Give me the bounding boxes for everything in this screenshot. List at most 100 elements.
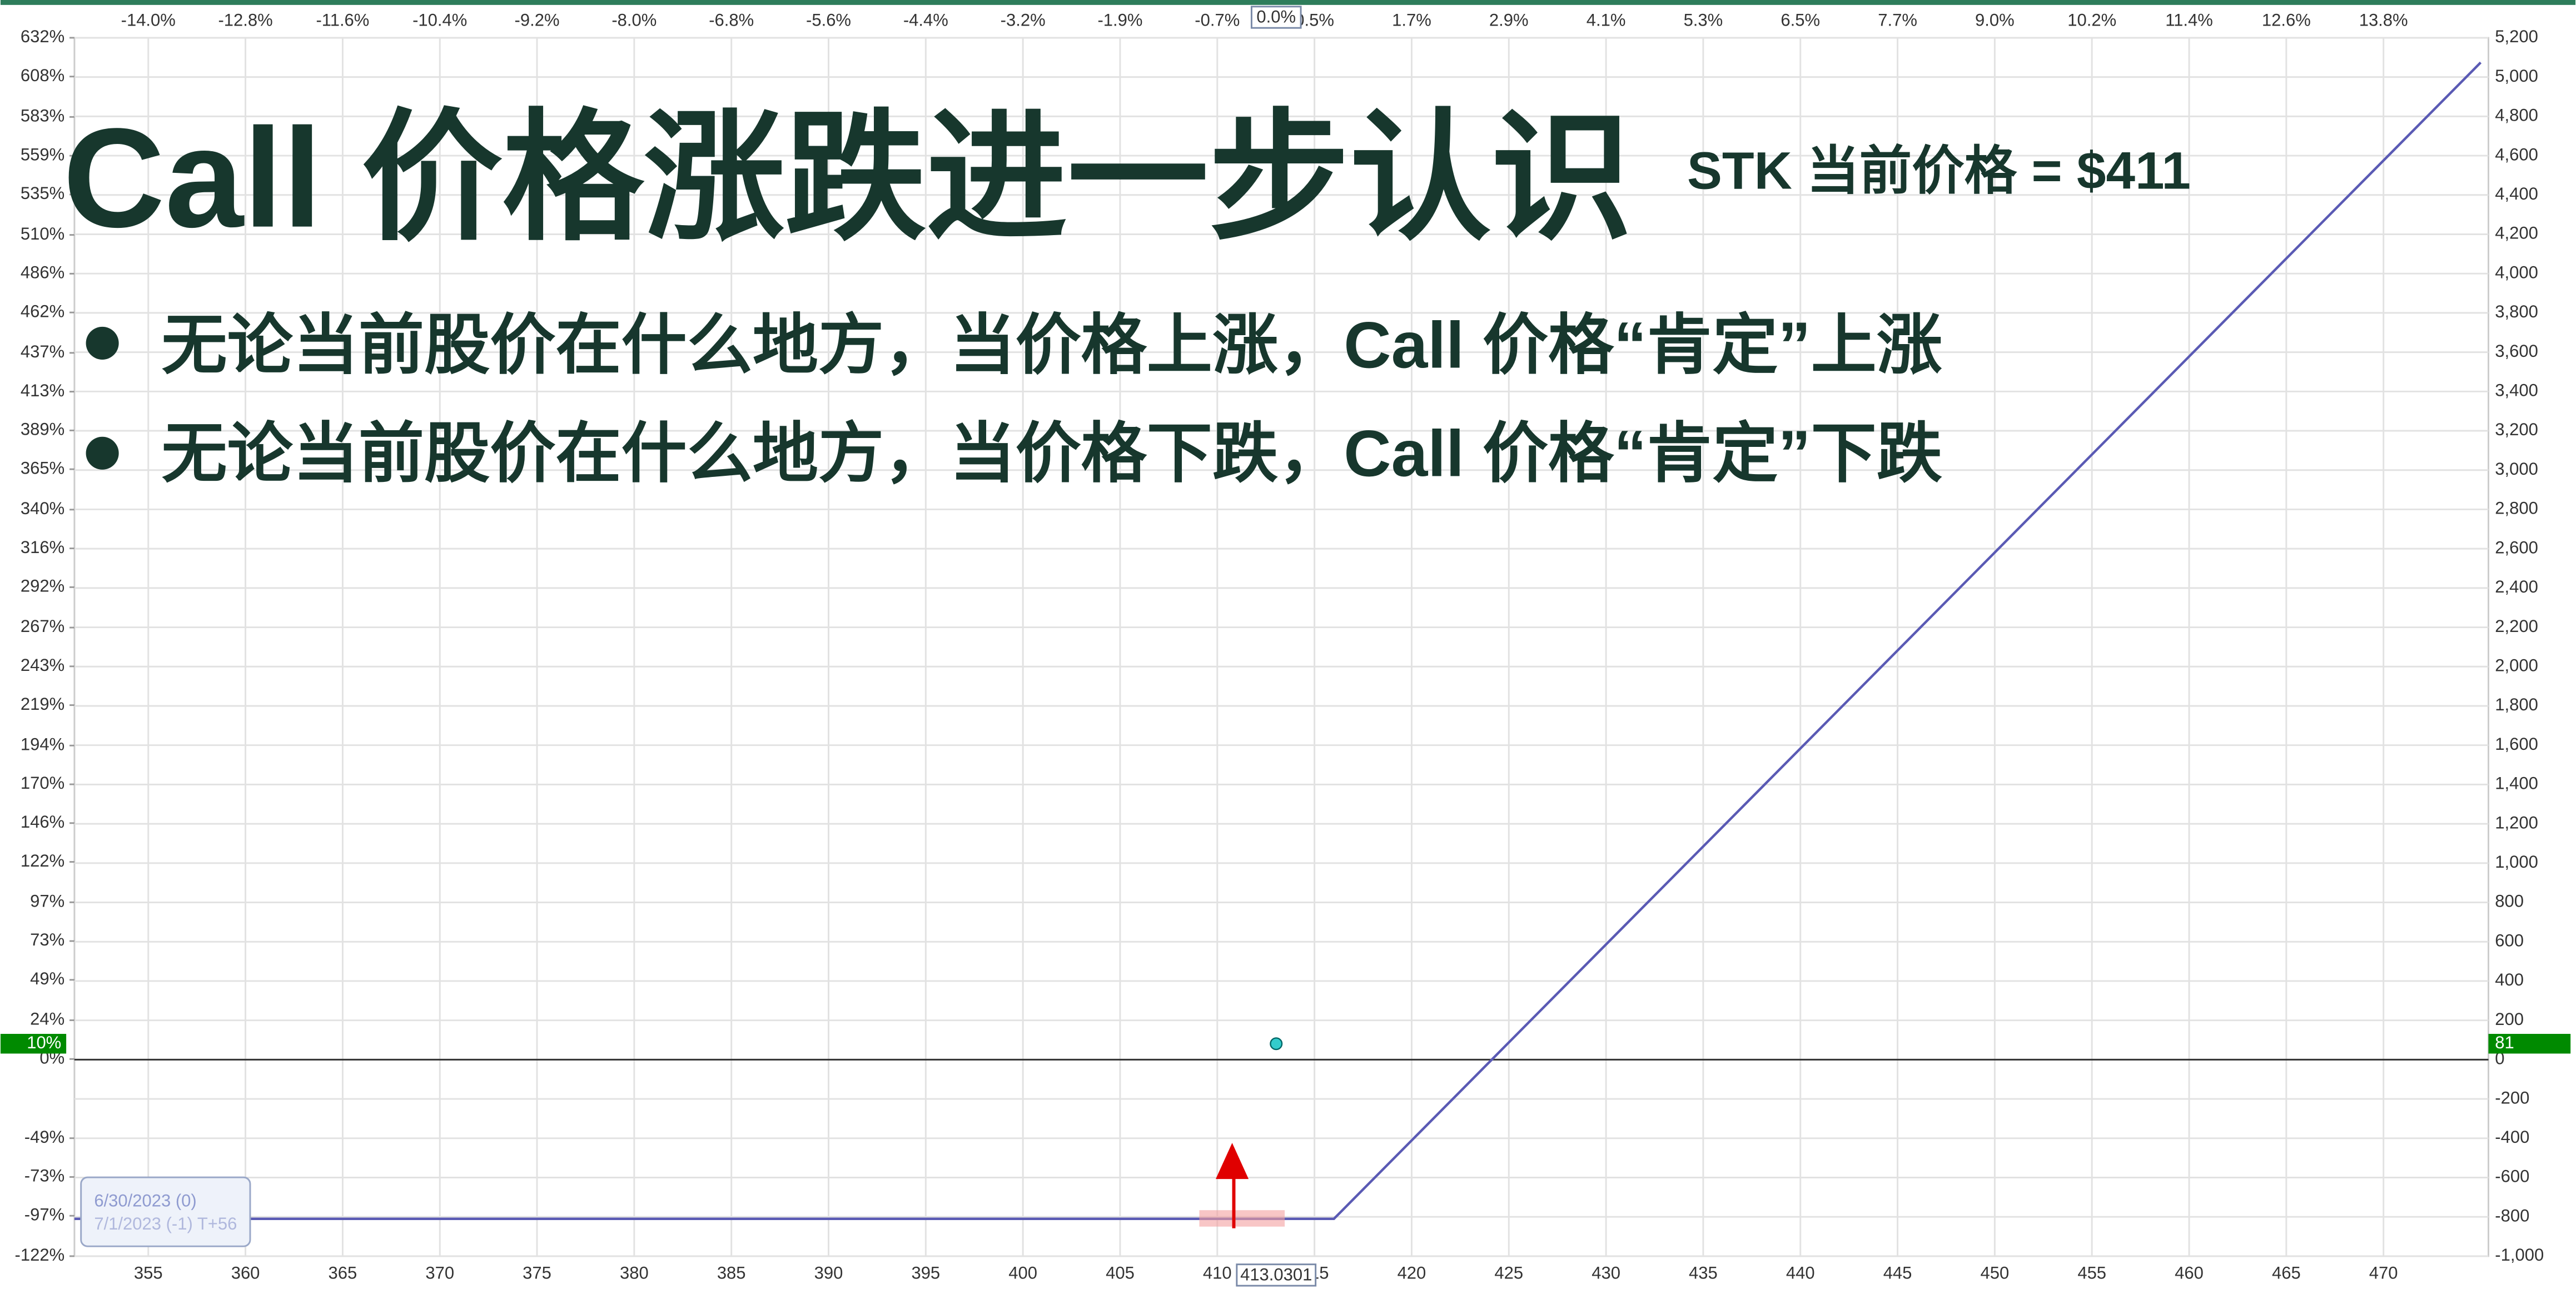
- y2-tick-label: 800: [2495, 892, 2524, 911]
- bullet: 无论当前股价在什么地方，当价格上涨，Call 价格“肯定”上涨: [161, 309, 1942, 382]
- payoff-line: [74, 61, 2482, 1220]
- x-tick-label: 430: [1592, 1263, 1620, 1283]
- highlight: [1199, 1210, 1285, 1227]
- y2-tick-label: 4,400: [2495, 184, 2538, 203]
- y-tick-label: 365%: [21, 458, 64, 477]
- x2-tick-label: 7.7%: [1878, 11, 1917, 30]
- x2-current-box: [1250, 6, 1302, 29]
- y2-tick-label: 3,400: [2495, 381, 2538, 400]
- y-tick-label: 462%: [21, 301, 64, 321]
- x-tick-label: 405: [1106, 1263, 1135, 1283]
- y-tick-label: 49%: [30, 969, 64, 988]
- y-tick-label: 170%: [21, 773, 64, 793]
- y-tick-label: 316%: [21, 538, 64, 557]
- x2-tick-label: -0.7%: [1195, 11, 1240, 30]
- left-marker: [0, 1034, 67, 1054]
- legend-entry: 6/30/2023 (0): [94, 1191, 196, 1211]
- x2-tick-label: 13.8%: [2359, 11, 2408, 30]
- x-tick-label: 410: [1203, 1263, 1232, 1283]
- y2-tick-label: 600: [2495, 930, 2524, 950]
- left-marker-label: 10%: [27, 1033, 61, 1052]
- y-tick-label: 559%: [21, 145, 64, 164]
- slide-title: Call 价格涨跌进一步认识: [63, 99, 1632, 257]
- y-tick-label: 146%: [21, 812, 64, 832]
- x2-tick-label: 1.7%: [1392, 11, 1431, 30]
- x-tick-label: 375: [523, 1263, 551, 1283]
- y2-tick-label: 2,200: [2495, 616, 2538, 636]
- x-tick-label: 385: [717, 1263, 746, 1283]
- x-tick-label: 420: [1398, 1263, 1426, 1283]
- x2-tick-label: 2.9%: [1489, 11, 1529, 30]
- x2-tick-label: -6.8%: [709, 11, 754, 30]
- y-tick-label: 243%: [21, 655, 64, 675]
- y-tick-label: 608%: [21, 66, 64, 85]
- y2-tick-label: -600: [2495, 1167, 2529, 1186]
- x-tick-label: 425: [1494, 1263, 1523, 1283]
- bullet-dot: [86, 436, 119, 470]
- y-tick-label: 389%: [21, 420, 64, 439]
- x2-tick-label: 6.5%: [1781, 11, 1820, 30]
- x-current-label: 413.0301: [1240, 1265, 1312, 1285]
- y-tick-label: 292%: [21, 576, 64, 596]
- x-tick-label: 380: [620, 1263, 649, 1283]
- y2-tick-label: 3,200: [2495, 420, 2538, 439]
- x2-tick-label: 5.3%: [1684, 11, 1723, 30]
- x2-tick-label: 4.1%: [1587, 11, 1626, 30]
- x-tick-label: 390: [814, 1263, 843, 1283]
- x-tick-label: 360: [231, 1263, 260, 1283]
- bullet: 无论当前股价在什么地方，当价格下跌，Call 价格“肯定”下跌: [161, 417, 1942, 491]
- y2-tick-label: 400: [2495, 970, 2524, 989]
- x2-tick-label: -4.4%: [903, 11, 948, 30]
- y-tick-label: -73%: [24, 1166, 64, 1186]
- x2-tick-label: -12.8%: [218, 11, 272, 30]
- y-tick-label: 194%: [21, 734, 64, 754]
- y-tick-label: 486%: [21, 263, 64, 282]
- y-tick-label: 413%: [21, 381, 64, 400]
- y-tick-label: -49%: [24, 1127, 64, 1147]
- x-tick-label: 400: [1008, 1263, 1037, 1283]
- y2-tick-label: 4,800: [2495, 106, 2538, 125]
- x2-tick-label: -8.0%: [611, 11, 657, 30]
- y-tick-label: 340%: [21, 499, 64, 518]
- legend-entry: 7/1/2023 (-1) T+56: [94, 1214, 237, 1233]
- overlay: 6/30/2023 (0) 7/1/2023 (-1) T+56 Call 价格…: [63, 99, 2191, 1247]
- y2-tick-label: 1,000: [2495, 852, 2538, 872]
- x-tick-label: 455: [2077, 1263, 2106, 1283]
- y-tick-label: 267%: [21, 616, 64, 636]
- x2-tick-label: 10.2%: [2067, 11, 2116, 30]
- y-tick-label: -97%: [24, 1205, 64, 1224]
- plot: 10% 81 413.0301 0.0%: [0, 6, 2571, 1287]
- x2-tick-label: 9.0%: [1975, 11, 2015, 30]
- y2-tick-label: 3,600: [2495, 341, 2538, 361]
- legend-box: [80, 1176, 251, 1247]
- y2-tick-label: 1,200: [2495, 813, 2538, 832]
- y-tick-label: 583%: [21, 106, 64, 126]
- x2-tick-label: -10.4%: [412, 11, 467, 30]
- x-tick-label: 435: [1689, 1263, 1718, 1283]
- x-tick-label: 450: [1981, 1263, 2010, 1283]
- right-marker: [2488, 1034, 2571, 1054]
- x2-tick-label: -14.0%: [121, 11, 176, 30]
- y-tick-label: 97%: [30, 891, 64, 910]
- y2-tick-label: 1,600: [2495, 734, 2538, 754]
- y2-tick-label: 3,000: [2495, 459, 2538, 479]
- y2-tick-label: 200: [2495, 1009, 2524, 1029]
- right-marker-label: 81: [2495, 1033, 2514, 1052]
- y2-tick-label: -800: [2495, 1206, 2529, 1225]
- y2-tick-label: 3,800: [2495, 302, 2538, 321]
- x2-tick-label: 11.4%: [2165, 11, 2213, 30]
- y2-tick-label: -200: [2495, 1088, 2529, 1107]
- y2-tick-label: 4,200: [2495, 223, 2538, 243]
- current-point: [1270, 1037, 1283, 1051]
- x-tick-label: 365: [329, 1263, 357, 1283]
- x-tick-label: 370: [425, 1263, 454, 1283]
- x2-tick-label: 12.6%: [2262, 11, 2311, 30]
- x-tick-label: 470: [2369, 1263, 2398, 1283]
- x2-tick-label: -3.2%: [1001, 11, 1046, 30]
- y2-tick-label: 2,800: [2495, 499, 2538, 518]
- y2-tick-label: -400: [2495, 1127, 2529, 1147]
- y-tick-label: 535%: [21, 183, 64, 203]
- y-tick-label: 73%: [30, 930, 64, 949]
